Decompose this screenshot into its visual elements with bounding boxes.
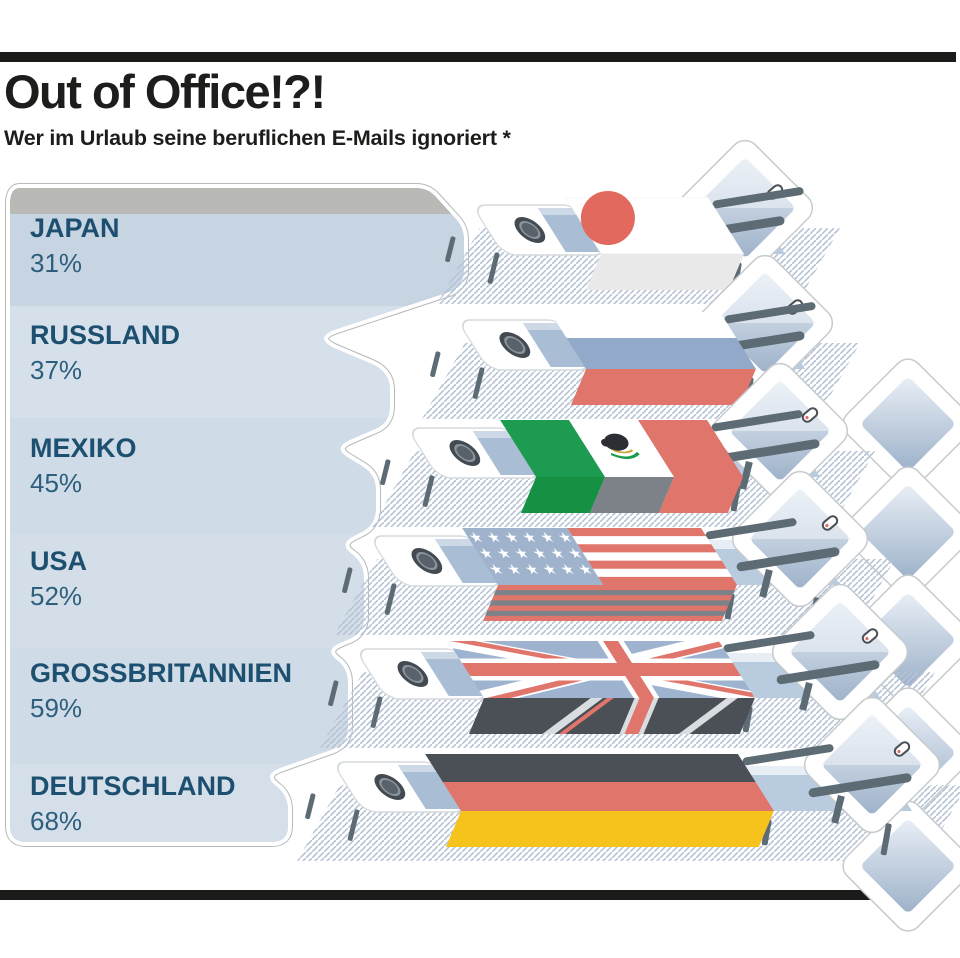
edge-chair-partial bbox=[842, 358, 960, 490]
flag-towel-front bbox=[468, 698, 755, 734]
page-subtitle: Wer im Urlaub seine beruflichen E-Mails … bbox=[4, 126, 511, 150]
row-deutschland bbox=[297, 696, 960, 932]
chair-frame-metal bbox=[380, 410, 820, 522]
row-gb bbox=[320, 583, 960, 819]
phone-button-icon bbox=[861, 628, 879, 644]
country-name: DEUTSCHLAND bbox=[30, 771, 236, 801]
flag-towel-top: ★★★★★★★★★★★★★★★★★★ bbox=[462, 528, 738, 585]
chair-frame-metal bbox=[305, 744, 912, 856]
flag-towel-front bbox=[445, 811, 774, 847]
country-name: USA bbox=[30, 546, 88, 576]
country-label-russland: RUSSLAND 37% bbox=[30, 320, 180, 386]
flag-towel-front bbox=[570, 369, 756, 405]
country-name: JAPAN bbox=[30, 213, 120, 243]
bottom-rule-bar bbox=[0, 890, 906, 900]
country-label-mexiko: MEXIKO 45% bbox=[30, 433, 137, 499]
phone-button-icon bbox=[801, 407, 819, 423]
row-russland bbox=[422, 254, 960, 490]
row-mexiko bbox=[372, 362, 960, 598]
phone-button-icon bbox=[821, 515, 839, 531]
flag-towel-front bbox=[482, 585, 737, 621]
row-usa: ★★★★★★★★★★★★★★★★★★ bbox=[334, 470, 960, 706]
country-percentage: 68% bbox=[30, 806, 83, 836]
country-label-usa: USA 52% bbox=[30, 546, 87, 612]
country-percentage: 31% bbox=[30, 248, 83, 278]
country-label-gb: GROSSBRITANNIEN 59% bbox=[30, 658, 292, 724]
flag-lounger-rows: ★★★★★★★★★★★★★★★★★★ bbox=[297, 139, 960, 932]
country-percentage: 45% bbox=[30, 468, 83, 498]
country-name: RUSSLAND bbox=[30, 320, 181, 350]
flag-towel-top bbox=[448, 641, 756, 698]
country-percentage: 52% bbox=[30, 581, 83, 611]
country-label-deutschland: DEUTSCHLAND 68% bbox=[30, 771, 236, 837]
flag-towel-front bbox=[520, 477, 743, 513]
country-percentage: 37% bbox=[30, 355, 83, 385]
top-rule-bar bbox=[0, 52, 956, 62]
phone-button-icon bbox=[893, 741, 911, 757]
japan-sun bbox=[580, 191, 635, 245]
flag-towel-top bbox=[550, 312, 757, 369]
flag-towel-top bbox=[425, 754, 775, 811]
country-label-japan: JAPAN 31% bbox=[30, 213, 120, 279]
flag-towel-front bbox=[585, 254, 744, 290]
flag-towel-top bbox=[500, 420, 744, 477]
country-percentage: 59% bbox=[30, 693, 83, 723]
page-title: Out of Office!?! bbox=[4, 65, 326, 118]
country-name: GROSSBRITANNIEN bbox=[30, 658, 293, 688]
country-name: MEXIKO bbox=[30, 433, 137, 463]
